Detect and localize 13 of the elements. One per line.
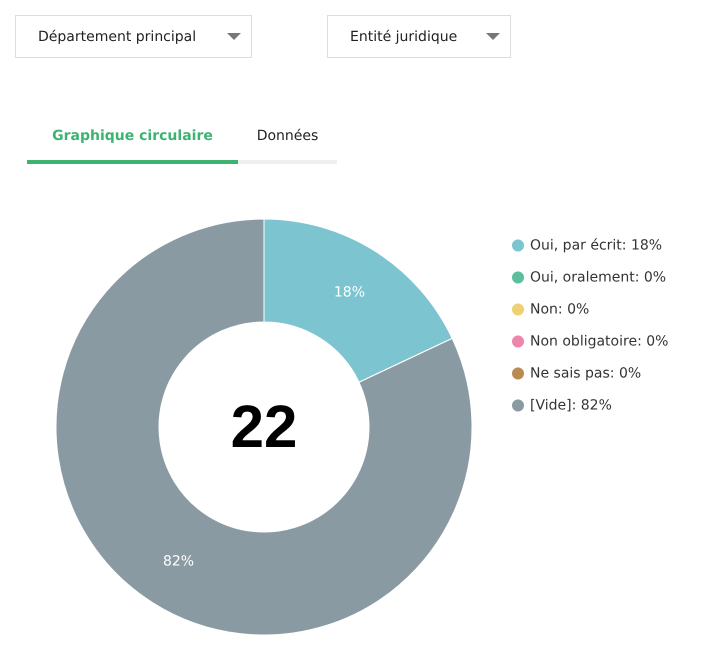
data-label: 18% xyxy=(334,284,366,300)
text: Département principal xyxy=(38,28,196,44)
legend-label: Ne sais pas: 0% xyxy=(530,366,642,382)
text: Données xyxy=(238,128,337,164)
text: 22 xyxy=(230,392,298,462)
legend-label: [Vide]: 82% xyxy=(530,398,612,414)
legend-label: Oui, par écrit: 18% xyxy=(530,238,662,254)
legend-label: Non: 0% xyxy=(530,302,590,318)
text: Entité juridique xyxy=(350,28,458,44)
text: Graphique circulaire xyxy=(27,128,238,164)
legend-label: Non obligatoire: 0% xyxy=(530,334,668,350)
legend-label: Oui, oralement: 0% xyxy=(530,270,666,286)
data-label: 82% xyxy=(162,554,194,570)
